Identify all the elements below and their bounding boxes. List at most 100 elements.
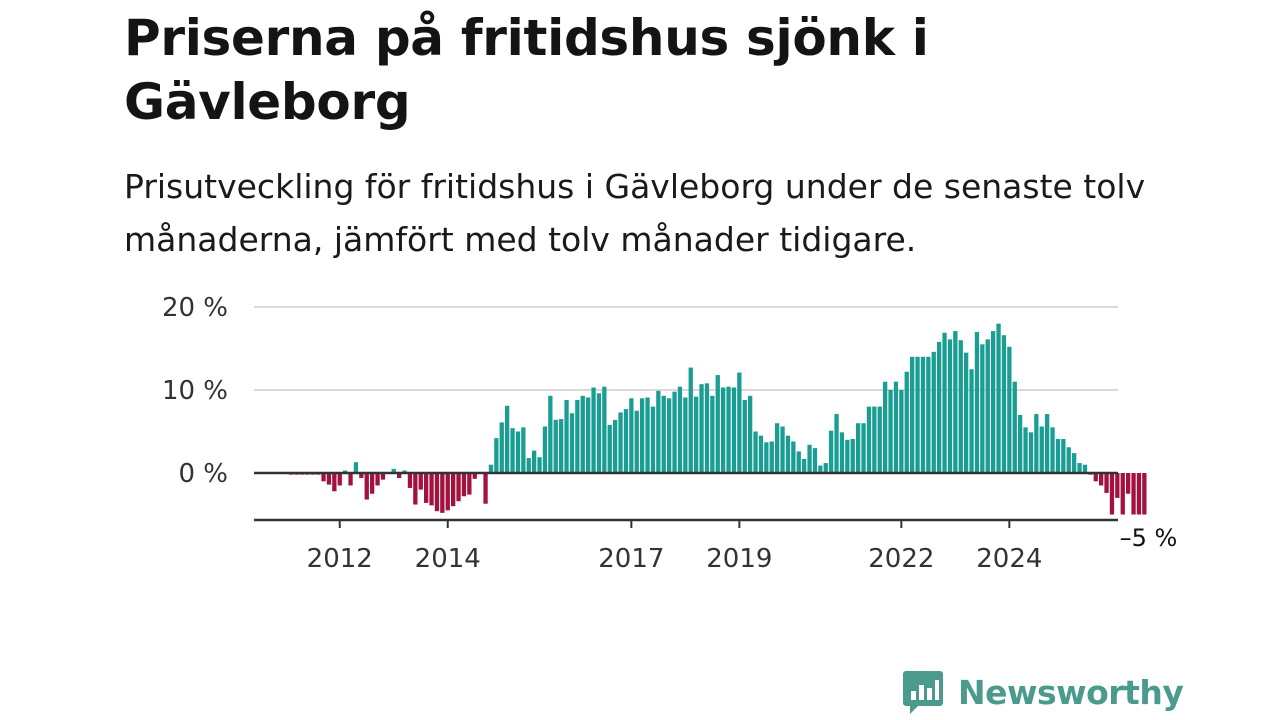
y-tick-label: 10 % — [162, 376, 228, 406]
bar — [661, 395, 666, 473]
bar — [861, 423, 866, 473]
bar — [823, 463, 828, 473]
bar — [359, 473, 364, 478]
bar — [332, 473, 337, 492]
bar — [1018, 414, 1023, 473]
bar — [785, 435, 791, 473]
bar — [710, 395, 715, 473]
bar — [364, 473, 369, 500]
bar — [505, 405, 510, 473]
bar — [802, 458, 807, 473]
bar — [1023, 427, 1028, 473]
bar — [942, 332, 947, 473]
bar — [1120, 473, 1125, 515]
bar — [1136, 473, 1142, 515]
bar — [1115, 473, 1120, 498]
bar — [764, 442, 769, 473]
bar — [548, 395, 553, 473]
bar — [904, 371, 909, 473]
bar — [704, 383, 710, 473]
bar — [969, 369, 974, 473]
bar — [1028, 432, 1034, 473]
bar — [353, 462, 359, 473]
bar — [467, 473, 472, 495]
newsworthy-logo: Newsworthy — [902, 670, 1184, 714]
bar — [499, 422, 504, 473]
bar — [1045, 414, 1050, 473]
bar — [748, 395, 753, 473]
bar — [726, 386, 731, 473]
bar — [683, 397, 688, 473]
bar — [742, 399, 747, 473]
bar — [494, 438, 499, 473]
bar — [569, 413, 575, 473]
y-tick-label: 20 % — [162, 293, 228, 323]
x-tick-label: 2012 — [307, 544, 373, 574]
bar — [429, 473, 434, 506]
bar — [688, 367, 693, 473]
bar — [953, 331, 958, 473]
bar — [915, 356, 920, 473]
bar — [434, 473, 440, 512]
bar — [737, 372, 742, 473]
bar — [926, 356, 931, 473]
bar — [607, 424, 612, 473]
chart-subtitle: Prisutveckling för fritidshus i Gävlebor… — [124, 167, 1146, 259]
bar — [326, 473, 332, 485]
bar — [974, 331, 980, 473]
bar — [397, 473, 402, 478]
bar — [839, 432, 845, 473]
bar — [996, 323, 1001, 473]
y-tick-label: 0 % — [178, 459, 228, 489]
bar — [834, 414, 839, 473]
bar — [958, 340, 963, 473]
bar — [586, 397, 591, 473]
chart-title: Priserna på fritidshus sjönk i Gävleborg — [124, 9, 929, 131]
bar — [893, 381, 899, 473]
x-tick-label: 2024 — [976, 544, 1042, 574]
bar — [559, 419, 564, 473]
bar — [575, 399, 580, 473]
bar — [866, 406, 872, 473]
bar — [872, 406, 877, 473]
bar — [985, 339, 990, 473]
bar — [445, 473, 450, 511]
bar-chart: 0 % 10 % 20 % 2012 2014 2017 2019 2022 2024 –5 % — [162, 293, 1177, 574]
bar — [629, 398, 634, 473]
bar — [796, 451, 801, 473]
bar — [845, 439, 850, 473]
bar — [1099, 473, 1104, 486]
bar — [937, 341, 942, 473]
bar-series — [289, 323, 1147, 515]
bar — [370, 473, 375, 494]
bar — [1012, 381, 1017, 473]
bar — [656, 390, 661, 473]
bar — [526, 458, 531, 473]
bar — [1082, 464, 1088, 473]
bar — [1131, 473, 1136, 515]
bar — [829, 430, 834, 473]
bar — [1061, 438, 1066, 473]
bar — [488, 464, 494, 473]
bar — [613, 419, 618, 473]
bar — [699, 384, 704, 473]
bar — [1039, 426, 1044, 473]
bar — [418, 473, 423, 490]
bar — [380, 473, 386, 480]
bar — [407, 473, 413, 488]
bar — [991, 331, 996, 473]
bar — [634, 410, 639, 473]
bar — [677, 386, 683, 473]
bar — [532, 450, 537, 473]
bar — [602, 386, 607, 473]
x-tick-label: 2017 — [598, 544, 664, 574]
bar — [1001, 335, 1007, 473]
bar — [812, 448, 818, 473]
bar — [1055, 438, 1061, 473]
bar — [537, 457, 542, 473]
bar — [521, 427, 526, 473]
bar — [1142, 473, 1147, 515]
bar — [1072, 453, 1077, 473]
bar — [451, 473, 456, 507]
bar — [618, 412, 623, 473]
